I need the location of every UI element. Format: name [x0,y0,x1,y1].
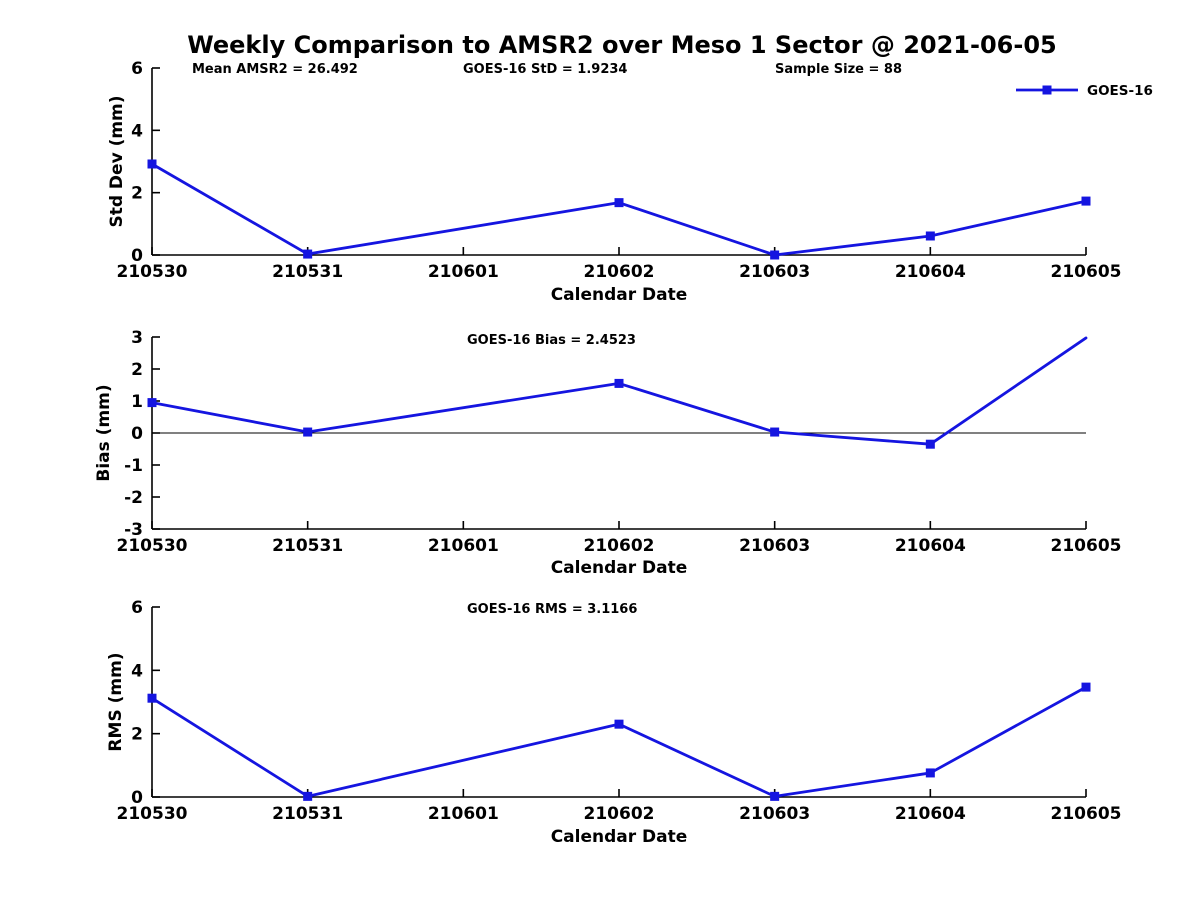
x-tick-label: 210601 [428,804,499,824]
y-tick-label: 6 [131,598,143,618]
annotation-sample-size: Sample Size = 88 [775,62,902,77]
data-point-marker [1081,682,1091,692]
data-point-marker [303,427,313,437]
y-tick-label: -2 [124,488,143,508]
x-tick-label: 210530 [117,804,188,824]
x-tick-label: 210604 [895,536,966,556]
y-tick-label: 6 [131,59,143,79]
x-tick-label: 210604 [895,804,966,824]
data-point-marker [303,791,313,801]
annotation-goes16-std: GOES-16 StD = 1.9234 [463,62,627,77]
data-point-marker [614,378,624,388]
x-tick-label: 210531 [272,262,343,282]
data-point-marker [770,250,780,260]
y-axis-label-rms: RMS (mm) [106,652,126,751]
y-tick-label: 4 [131,121,143,141]
legend-label: GOES-16 [1087,83,1153,99]
y-tick-label: 2 [131,360,143,380]
data-point-marker [147,398,157,408]
y-tick-label: 0 [131,788,143,808]
x-tick-label: 210602 [584,804,655,824]
y-tick-label: 3 [131,328,143,348]
data-point-marker [303,249,313,259]
data-point-marker [770,427,780,437]
y-tick-label: -3 [124,520,143,540]
x-tick-label: 210605 [1051,536,1122,556]
bias-chart: -3 -2 -1 0 1 2 3 210530 210531 210601 210602 210603… [117,328,1122,556]
x-tick-label: 210531 [272,804,343,824]
stddev-chart: 0 2 4 6 210530 210531 210601 210602 210603 210604… [117,59,1122,282]
y-tick-label: -1 [124,456,143,476]
y-axis-label-stddev: Std Dev (mm) [107,95,127,227]
data-line [150,336,1088,446]
x-tick-label: 210604 [895,262,966,282]
y-tick-label: 4 [131,661,143,681]
y-tick-label: 0 [131,424,143,444]
figure-title: Weekly Comparison to AMSR2 over Meso 1 S… [187,31,1056,59]
x-tick-label: 210530 [117,536,188,556]
data-point-marker [925,439,935,449]
x-tick-label: 210603 [739,536,810,556]
annotation-mean-amsr2: Mean AMSR2 = 26.492 [192,62,358,77]
data-point-marker [147,159,157,169]
x-tick-label: 210603 [739,262,810,282]
data-point-marker [614,198,624,208]
x-axis-label-bias: Calendar Date [551,558,688,578]
data-point-marker [770,791,780,801]
x-tick-label: 210602 [584,536,655,556]
x-tick-label: 210605 [1051,804,1122,824]
legend-square-marker [1042,85,1052,95]
x-tick-label: 210602 [584,262,655,282]
y-tick-label: 1 [131,392,143,412]
x-tick-label: 210530 [117,262,188,282]
data-point-marker [147,693,157,703]
x-tick-label: 210601 [428,262,499,282]
x-tick-label: 210601 [428,536,499,556]
data-point-marker [614,719,624,729]
data-point-marker [925,768,935,778]
legend: GOES-16 [1016,83,1153,99]
annotation-goes16-bias: GOES-16 Bias = 2.4523 [467,333,636,348]
x-axis-label-rms: Calendar Date [551,827,688,847]
x-tick-label: 210605 [1051,262,1122,282]
data-line [150,685,1088,798]
y-tick-label: 0 [131,246,143,266]
data-point-marker [1081,196,1091,206]
x-tick-label: 210531 [272,536,343,556]
x-tick-label: 210603 [739,804,810,824]
y-tick-label: 2 [131,725,143,745]
annotation-goes16-rms: GOES-16 RMS = 3.1166 [467,602,637,617]
data-point-marker [925,231,935,241]
rms-chart: 0 2 4 6 210530 210531 210601 210602 210603 210604… [117,598,1122,824]
x-axis-label-stddev: Calendar Date [551,285,688,305]
y-tick-label: 2 [131,184,143,204]
y-axis-label-bias: Bias (mm) [94,384,114,481]
data-line [150,162,1088,257]
